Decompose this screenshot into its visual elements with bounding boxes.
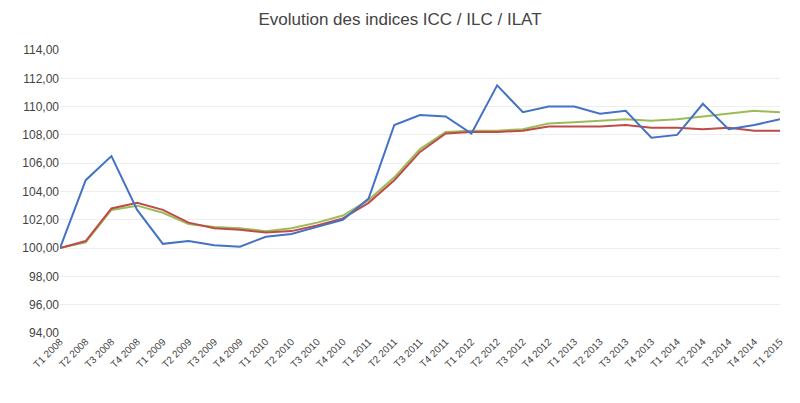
svg-text:T1 2008: T1 2008 <box>31 336 65 370</box>
svg-text:106,00: 106,00 <box>22 156 59 170</box>
svg-text:T2 2013: T2 2013 <box>571 336 605 370</box>
svg-text:T1 2012: T1 2012 <box>443 336 477 370</box>
svg-text:100,00: 100,00 <box>22 241 59 255</box>
svg-text:T1 2014: T1 2014 <box>648 336 682 370</box>
svg-text:94,00: 94,00 <box>29 326 59 340</box>
svg-text:T3 2010: T3 2010 <box>288 336 322 370</box>
svg-text:T3 2014: T3 2014 <box>700 336 734 370</box>
svg-text:T4 2013: T4 2013 <box>623 336 657 370</box>
svg-text:T2 2010: T2 2010 <box>263 336 297 370</box>
svg-text:T3 2011: T3 2011 <box>392 336 426 370</box>
svg-text:T3 2008: T3 2008 <box>83 336 117 370</box>
svg-text:T1 2015: T1 2015 <box>751 336 785 370</box>
svg-text:T3 2012: T3 2012 <box>494 336 528 370</box>
svg-text:T1 2010: T1 2010 <box>237 336 271 370</box>
svg-text:T1 2013: T1 2013 <box>546 336 580 370</box>
svg-text:T2 2009: T2 2009 <box>160 336 194 370</box>
svg-text:Evolution des indices ICC / IL: Evolution des indices ICC / ILC / ILAT <box>258 10 541 29</box>
svg-text:102,00: 102,00 <box>22 213 59 227</box>
svg-text:T4 2008: T4 2008 <box>108 336 142 370</box>
svg-text:T2 2011: T2 2011 <box>366 336 400 370</box>
svg-text:T4 2010: T4 2010 <box>314 336 348 370</box>
svg-text:T2 2012: T2 2012 <box>468 336 502 370</box>
svg-text:114,00: 114,00 <box>23 43 59 57</box>
svg-text:108,00: 108,00 <box>22 128 59 142</box>
svg-text:T4 2011: T4 2011 <box>417 336 451 370</box>
svg-text:110,00: 110,00 <box>23 100 59 114</box>
svg-text:T3 2013: T3 2013 <box>597 336 631 370</box>
svg-text:98,00: 98,00 <box>29 270 59 284</box>
svg-text:T3 2009: T3 2009 <box>186 336 220 370</box>
svg-text:T2 2014: T2 2014 <box>674 336 708 370</box>
svg-text:T4 2009: T4 2009 <box>211 336 245 370</box>
svg-text:T4 2012: T4 2012 <box>520 336 554 370</box>
svg-text:96,00: 96,00 <box>29 298 59 312</box>
svg-text:112,00: 112,00 <box>23 72 59 86</box>
svg-text:T2 2008: T2 2008 <box>57 336 91 370</box>
svg-text:T1 2009: T1 2009 <box>134 336 168 370</box>
svg-text:T4 2014: T4 2014 <box>726 336 760 370</box>
svg-text:104,00: 104,00 <box>22 185 59 199</box>
svg-text:T1 2011: T1 2011 <box>340 336 374 370</box>
